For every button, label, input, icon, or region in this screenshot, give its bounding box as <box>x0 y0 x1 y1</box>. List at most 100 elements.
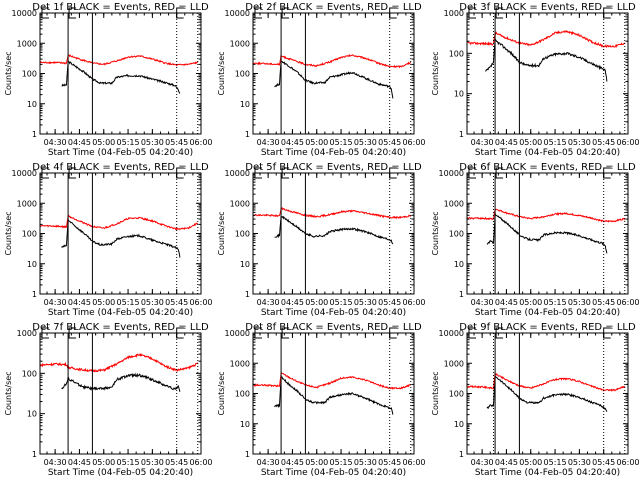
x-tick-label: 05:45 <box>378 138 401 147</box>
lld-series-line <box>466 208 626 223</box>
y-tick-label: 1000 <box>444 359 464 368</box>
y-tick-label: 100 <box>22 70 37 79</box>
panel-title: Det 4f BLACK = Events, RED = LLD <box>32 162 209 173</box>
y-tick-label: 1 <box>32 290 37 299</box>
detector-panel: Det 3f BLACK = Events, RED = LLD Counts/s… <box>431 2 640 158</box>
detector-panel: Det 9f BLACK = Events, RED = LLD Counts/s… <box>431 322 640 478</box>
flag-marker <box>495 167 504 179</box>
flag-marker <box>495 7 504 19</box>
x-tick-label: 04:45 <box>68 298 91 307</box>
y-tick-label: 1000 <box>230 359 250 368</box>
x-tick-label: 06:00 <box>402 138 425 147</box>
events-series-line <box>274 60 394 99</box>
flag-marker <box>281 167 290 179</box>
y-axis-label: Counts/sec <box>217 211 226 255</box>
x-tick-label: 05:15 <box>117 298 140 307</box>
lld-series-line <box>252 53 411 69</box>
lld-series-line <box>466 371 625 392</box>
x-tick-label: 04:30 <box>44 458 67 467</box>
x-tick-label: 06:00 <box>402 458 425 467</box>
y-tick-label: 10000 <box>439 329 464 338</box>
x-tick-label: 05:00 <box>305 298 328 307</box>
plot-frame <box>466 12 629 135</box>
x-axis-label: Start Time (04-Feb-05 04:20:40) <box>475 148 620 158</box>
x-tick-label: 05:30 <box>354 138 377 147</box>
x-tick-label: 06:00 <box>616 298 639 307</box>
y-tick-label: 10000 <box>225 9 250 18</box>
events-series-line <box>486 211 608 254</box>
x-tick-label: 05:00 <box>92 138 115 147</box>
y-tick-label: 100 <box>449 230 464 239</box>
y-tick-label: 10 <box>27 410 37 419</box>
y-axis-label: Counts/sec <box>431 211 440 255</box>
y-tick-label: 100 <box>22 369 37 378</box>
events-series-line <box>486 374 608 412</box>
x-tick-label: 05:00 <box>519 458 542 467</box>
detector-panel: Det 6f BLACK = Events, RED = LLD Counts/s… <box>431 162 640 318</box>
y-tick-label: 10 <box>27 100 37 109</box>
y-axis-label: Counts/sec <box>4 211 13 255</box>
y-axis-label: Counts/sec <box>217 371 226 415</box>
flag-marker <box>495 327 504 339</box>
y-tick-label: 1 <box>459 130 464 139</box>
x-tick-label: 05:30 <box>354 298 377 307</box>
detector-panel: Det 1f BLACK = Events, RED = LLD Counts/s… <box>4 2 213 158</box>
x-axis-label: Start Time (04-Feb-05 04:20:40) <box>475 468 620 478</box>
x-tick-label: 05:30 <box>568 298 591 307</box>
y-tick-label: 10 <box>240 260 250 269</box>
x-tick-label: 04:30 <box>257 138 280 147</box>
y-tick-label: 1000 <box>230 39 250 48</box>
y-tick-label: 1 <box>459 450 464 459</box>
x-tick-label: 04:30 <box>44 298 67 307</box>
x-tick-label: 06:00 <box>189 138 212 147</box>
y-tick-label: 1 <box>245 290 250 299</box>
x-tick-label: 05:30 <box>568 458 591 467</box>
x-tick-label: 04:45 <box>281 298 304 307</box>
y-tick-label: 100 <box>235 230 250 239</box>
lld-series-line <box>252 372 411 390</box>
lld-series-line <box>39 54 199 67</box>
y-tick-label: 100 <box>235 390 250 399</box>
flag-marker <box>68 327 77 339</box>
y-tick-label: 1 <box>245 450 250 459</box>
events-series-line <box>274 214 394 245</box>
x-axis-label: Start Time (04-Feb-05 04:20:40) <box>48 468 193 478</box>
y-tick-label: 1000 <box>17 199 37 208</box>
x-tick-label: 06:00 <box>189 458 212 467</box>
y-tick-label: 10000 <box>225 329 250 338</box>
x-tick-label: 04:45 <box>68 458 91 467</box>
x-tick-label: 05:15 <box>544 298 567 307</box>
x-tick-label: 04:45 <box>281 138 304 147</box>
y-tick-label: 1 <box>32 130 37 139</box>
x-tick-label: 05:45 <box>592 458 615 467</box>
x-tick-label: 04:30 <box>471 298 494 307</box>
y-tick-label: 10 <box>454 260 464 269</box>
x-tick-label: 05:45 <box>592 138 615 147</box>
y-tick-label: 10 <box>27 260 37 269</box>
panel-title: Det 3f BLACK = Events, RED = LLD <box>459 2 636 13</box>
y-tick-label: 1 <box>459 290 464 299</box>
panel-title: Det 5f BLACK = Events, RED = LLD <box>245 162 422 173</box>
panel-title: Det 6f BLACK = Events, RED = LLD <box>459 162 636 173</box>
panel-title: Det 7f BLACK = Events, RED = LLD <box>32 322 209 333</box>
y-tick-label: 1 <box>245 130 250 139</box>
y-tick-label: 10 <box>240 100 250 109</box>
x-axis-label: Start Time (04-Feb-05 04:20:40) <box>261 148 406 158</box>
x-tick-label: 05:30 <box>354 458 377 467</box>
x-axis-label: Start Time (04-Feb-05 04:20:40) <box>475 308 620 318</box>
detector-panel: Det 5f BLACK = Events, RED = LLD Counts/s… <box>217 162 426 318</box>
x-tick-label: 05:00 <box>519 298 542 307</box>
events-series-line <box>274 376 394 415</box>
panel-title: Det 2f BLACK = Events, RED = LLD <box>245 2 422 13</box>
x-tick-label: 04:30 <box>471 458 494 467</box>
events-series-line <box>61 61 181 94</box>
x-tick-label: 05:00 <box>305 138 328 147</box>
y-tick-label: 1000 <box>444 9 464 18</box>
x-axis-label: Start Time (04-Feb-05 04:20:40) <box>48 148 193 158</box>
x-tick-label: 05:30 <box>141 298 164 307</box>
x-tick-label: 05:15 <box>544 138 567 147</box>
x-tick-label: 05:45 <box>592 298 615 307</box>
flag-marker <box>281 327 290 339</box>
y-tick-label: 10000 <box>12 9 37 18</box>
